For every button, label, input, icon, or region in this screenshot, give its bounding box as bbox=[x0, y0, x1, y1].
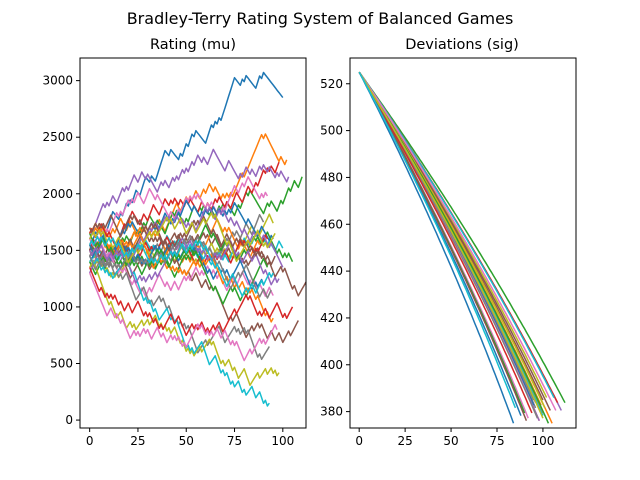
rating-series-line bbox=[89, 224, 294, 278]
deviation-x-tick-label: 50 bbox=[443, 434, 458, 448]
deviation-series-line bbox=[358, 71, 544, 419]
rating-series-line bbox=[89, 176, 269, 248]
rating-series-line bbox=[89, 206, 284, 274]
deviation-series-line bbox=[358, 71, 566, 404]
rating-chart-title: Rating (mu) bbox=[150, 37, 236, 53]
rating-y-tick-label: 0 bbox=[65, 413, 73, 427]
deviation-series-line bbox=[358, 71, 557, 411]
rating-series-line bbox=[89, 235, 274, 297]
rating-series-line bbox=[89, 212, 276, 264]
deviation-y-tick-label: 480 bbox=[320, 170, 343, 184]
deviation-series-line bbox=[358, 71, 515, 424]
rating-x-tick-label: 25 bbox=[130, 434, 145, 448]
deviation-series-line bbox=[358, 71, 522, 416]
rating-series-line bbox=[89, 272, 278, 362]
rating-y-tick-label: 2000 bbox=[42, 187, 73, 201]
rating-series-line bbox=[88, 148, 290, 240]
rating-series-line bbox=[89, 260, 280, 386]
rating-chart: Rating (mu) 0 25 50 75 100050010001500200025… bbox=[42, 37, 307, 448]
deviation-chart: Deviations (sig) 0 25 50 75 100 380 400 420 440 4… bbox=[320, 37, 577, 448]
rating-y-tick-label: 500 bbox=[50, 357, 73, 371]
rating-y-tick-label: 1500 bbox=[42, 243, 73, 257]
rating-y-tick-label: 3000 bbox=[42, 74, 73, 88]
rating-series-group bbox=[88, 71, 307, 407]
rating-y-tick-label: 2500 bbox=[42, 130, 73, 144]
deviation-x-tick-label: 100 bbox=[531, 434, 554, 448]
deviation-y-tick-label: 440 bbox=[320, 264, 343, 278]
deviation-y-tick-label: 420 bbox=[320, 311, 343, 325]
deviation-x-tick-label: 25 bbox=[397, 434, 412, 448]
rating-series-line bbox=[89, 248, 270, 361]
deviation-axis-ticks: 0 25 50 75 100 380 400 420 440 460 480 500 520 bbox=[320, 77, 554, 448]
deviation-y-tick-label: 500 bbox=[320, 124, 343, 138]
rating-series-line bbox=[89, 233, 269, 305]
figure-suptitle: Bradley-Terry Rating System of Balanced … bbox=[127, 9, 514, 28]
deviation-series-line bbox=[358, 71, 528, 421]
rating-x-tick-label: 0 bbox=[86, 434, 94, 448]
deviation-x-tick-label: 75 bbox=[489, 434, 504, 448]
deviation-series-group bbox=[358, 71, 566, 424]
deviation-chart-title: Deviations (sig) bbox=[405, 37, 519, 53]
deviation-y-tick-label: 460 bbox=[320, 217, 343, 231]
rating-x-tick-label: 50 bbox=[179, 434, 194, 448]
deviation-y-tick-label: 400 bbox=[320, 358, 343, 372]
rating-x-tick-label: 100 bbox=[271, 434, 294, 448]
rating-series-line bbox=[89, 232, 274, 323]
deviation-y-tick-label: 380 bbox=[320, 405, 343, 419]
rating-axes-frame bbox=[79, 57, 307, 429]
deviation-axes-frame bbox=[349, 57, 577, 429]
rating-y-tick-label: 1000 bbox=[42, 300, 73, 314]
deviation-y-tick-label: 520 bbox=[320, 77, 343, 91]
deviation-x-tick-label: 0 bbox=[355, 434, 363, 448]
deviation-series-line bbox=[358, 71, 517, 409]
rating-x-tick-label: 75 bbox=[227, 434, 242, 448]
rating-series-line bbox=[89, 267, 294, 337]
deviation-series-line bbox=[358, 71, 533, 414]
rating-series-line bbox=[89, 237, 280, 286]
